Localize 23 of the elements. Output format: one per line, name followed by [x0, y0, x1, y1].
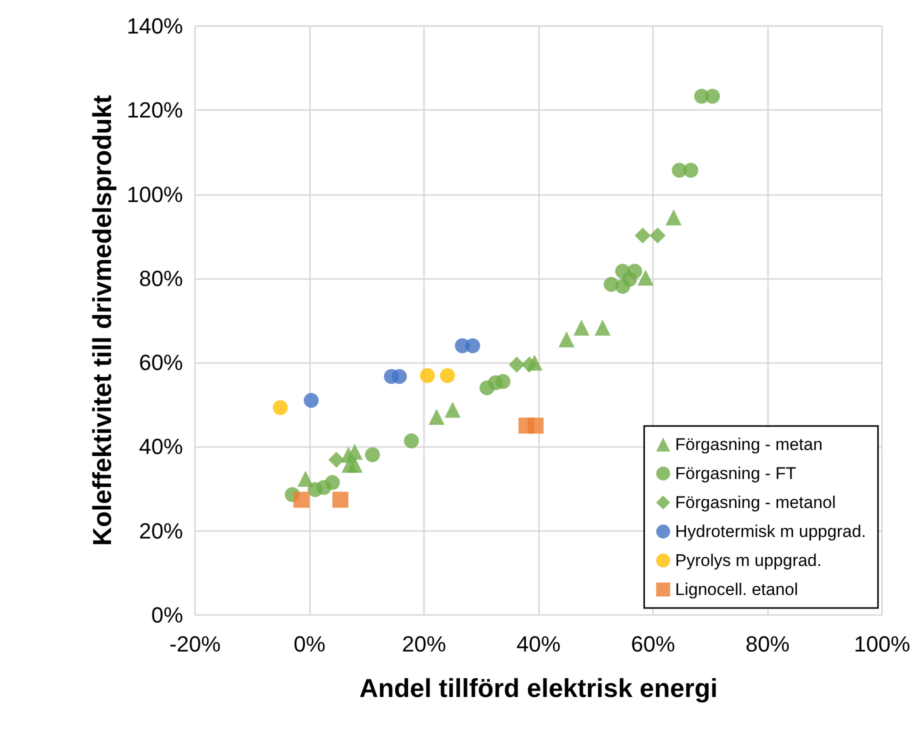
y-tick-label: 120% — [126, 98, 183, 123]
y-tick-label: 0% — [151, 602, 183, 628]
y-tick-label: 140% — [126, 14, 183, 38]
y-tick-label: 80% — [138, 266, 183, 291]
y-tick-label: 40% — [138, 434, 183, 460]
x-tick-label: 0% — [294, 632, 326, 656]
x-tick-label: 60% — [630, 632, 676, 656]
legend-label: Hydrotermisk m uppgrad. — [675, 522, 866, 541]
y-tick-label: 100% — [126, 182, 183, 207]
x-tick-label: 20% — [402, 632, 446, 656]
x-tick-label: -20% — [169, 632, 221, 656]
y-tick-label: 20% — [138, 518, 183, 544]
x-tick-label: 100% — [854, 632, 910, 656]
legend-label: Förgasning - FT — [675, 464, 796, 483]
x-axis-title: Andel tillförd elektrisk energi — [359, 673, 718, 703]
legend-label: Förgasning - metan — [675, 435, 823, 454]
y-tick-label: 60% — [138, 350, 183, 376]
x-tick-label: 40% — [516, 632, 561, 656]
legend-label: Pyrolys m uppgrad. — [675, 551, 822, 570]
y-axis-title: Koleffektivitet till drivmedelsprodukt — [87, 94, 117, 546]
x-tick-label: 80% — [745, 632, 790, 656]
legend-label: Lignocell. etanol — [675, 580, 798, 599]
legend-label: Förgasning - metanol — [675, 493, 836, 512]
